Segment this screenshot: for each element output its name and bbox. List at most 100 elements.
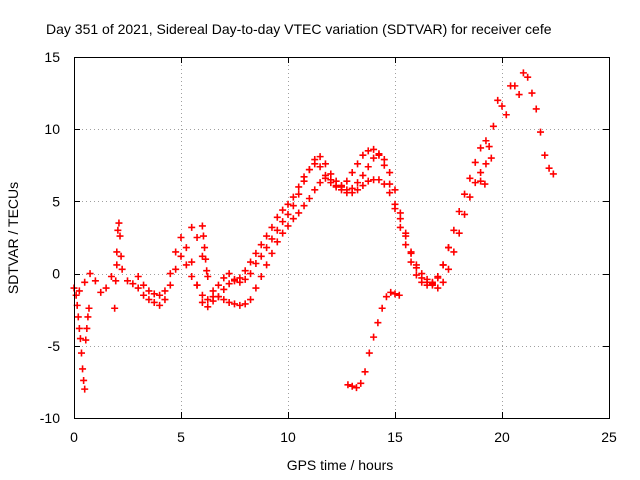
data-point [268,249,276,257]
data-point [198,298,206,306]
data-point [80,376,88,384]
data-point [471,158,479,166]
data-point [537,128,545,136]
data-point [279,229,287,237]
data-point [177,252,185,260]
data-point [316,153,324,161]
data-point [515,91,523,99]
x-tick-label: 20 [494,429,510,445]
series-spike-6h [198,222,211,275]
data-point [198,291,206,299]
data-point [81,278,89,286]
data-point [188,272,196,280]
data-point [161,296,169,304]
data-point [439,278,447,286]
data-point [134,272,142,280]
data-point [107,272,115,280]
data-point [378,304,386,312]
data-point [532,105,540,113]
data-point [365,349,373,357]
data-point [225,298,233,306]
data-point [247,258,255,266]
data-point [263,244,271,252]
data-point [257,241,265,249]
data-point [76,335,84,343]
data-point [289,193,297,201]
data-point [268,235,276,243]
data-point [348,169,356,177]
data-point [445,244,452,252]
data-point [112,277,120,285]
series [70,69,557,393]
data-point [375,151,383,159]
data-point [220,285,228,293]
data-point [482,137,490,145]
data-point [289,215,297,223]
data-point [241,267,249,275]
series-track-b [134,151,452,309]
data-point [116,232,124,240]
data-point [391,290,399,298]
data-point [150,298,158,306]
data-point [172,248,180,256]
data-point [77,349,85,357]
data-point [204,272,212,280]
data-point [498,102,506,110]
data-point [321,160,329,168]
x-axis-label: GPS time / hours [287,457,394,473]
data-point [129,280,137,288]
data-point [284,222,292,230]
data-point [75,324,83,332]
data-point [386,189,394,197]
data-point [241,300,249,308]
data-point [354,160,362,168]
data-point [489,122,497,130]
data-point [279,206,287,214]
data-point [115,219,123,227]
data-point [81,385,89,393]
data-point [549,170,557,178]
data-point [231,300,238,308]
data-point [386,169,394,177]
data-point [396,215,404,223]
data-point [74,313,82,321]
data-point [348,189,356,197]
plot-frame [74,57,610,419]
data-point [86,270,94,278]
data-point [113,248,121,256]
data-point [193,281,201,289]
data-point [418,270,426,278]
data-point [466,193,474,201]
series-low-branch [344,288,403,392]
data-point [102,284,110,292]
data-point [236,301,244,309]
data-point [140,291,148,299]
data-point [300,202,308,210]
data-point [519,69,527,77]
data-point [391,200,399,208]
data-point [156,301,164,309]
data-point [209,297,217,305]
data-point [202,255,210,263]
data-point [477,144,485,152]
data-point [305,195,313,203]
data-point [225,270,233,278]
data-point [268,223,276,231]
data-point [247,296,255,304]
data-point [204,296,212,304]
data-point [396,223,404,231]
data-point [364,163,372,171]
data-point [321,174,329,182]
data-point [455,229,463,237]
data-point [361,368,369,376]
data-point [402,232,410,240]
data-point [252,259,260,267]
data-point [204,303,212,311]
data-point [359,171,367,179]
data-point [145,296,153,304]
y-tick-label: -5 [48,338,61,354]
data-point [348,382,356,390]
data-point [545,164,553,172]
data-point [273,226,281,234]
